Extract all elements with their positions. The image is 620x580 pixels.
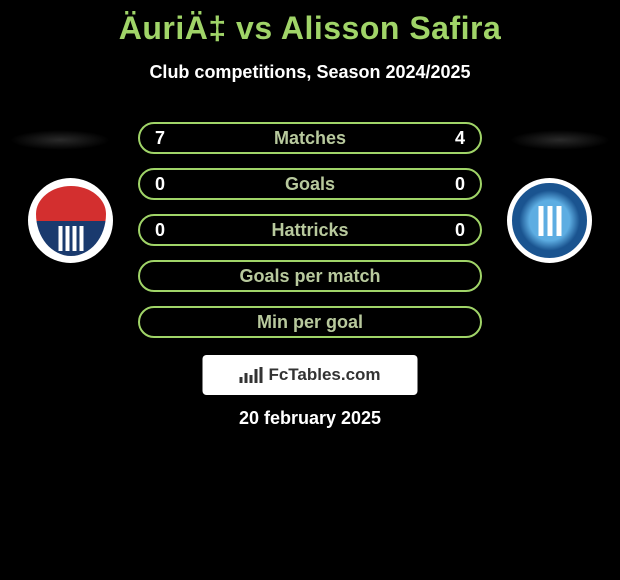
stat-left-value: 0 — [155, 174, 185, 195]
stat-row-matches: 7 Matches 4 — [138, 122, 482, 154]
shadow-right — [510, 130, 610, 150]
stat-right-value: 0 — [435, 220, 465, 241]
stat-row-goals: 0 Goals 0 — [138, 168, 482, 200]
branding-badge: FcTables.com — [203, 355, 418, 395]
bar-chart-icon — [239, 367, 262, 383]
stat-row-goals-per-match: Goals per match — [138, 260, 482, 292]
page-title: ÄuriÄ‡ vs Alisson Safira — [0, 0, 620, 47]
date-text: 20 february 2025 — [239, 408, 381, 429]
team-badge-left — [28, 178, 113, 263]
team-badge-right — [507, 178, 592, 263]
stat-label: Hattricks — [271, 220, 348, 241]
stat-label: Matches — [274, 128, 346, 149]
stats-container: 7 Matches 4 0 Goals 0 0 Hattricks 0 Goal… — [138, 122, 482, 352]
stat-right-value: 4 — [435, 128, 465, 149]
stat-left-value: 7 — [155, 128, 185, 149]
shadow-left — [10, 130, 110, 150]
subtitle: Club competitions, Season 2024/2025 — [0, 62, 620, 83]
branding-text: FcTables.com — [268, 365, 380, 385]
stat-label: Goals per match — [239, 266, 380, 287]
stat-row-hattricks: 0 Hattricks 0 — [138, 214, 482, 246]
stat-label: Min per goal — [257, 312, 363, 333]
stat-right-value: 0 — [435, 174, 465, 195]
stat-row-min-per-goal: Min per goal — [138, 306, 482, 338]
stat-label: Goals — [285, 174, 335, 195]
stat-left-value: 0 — [155, 220, 185, 241]
